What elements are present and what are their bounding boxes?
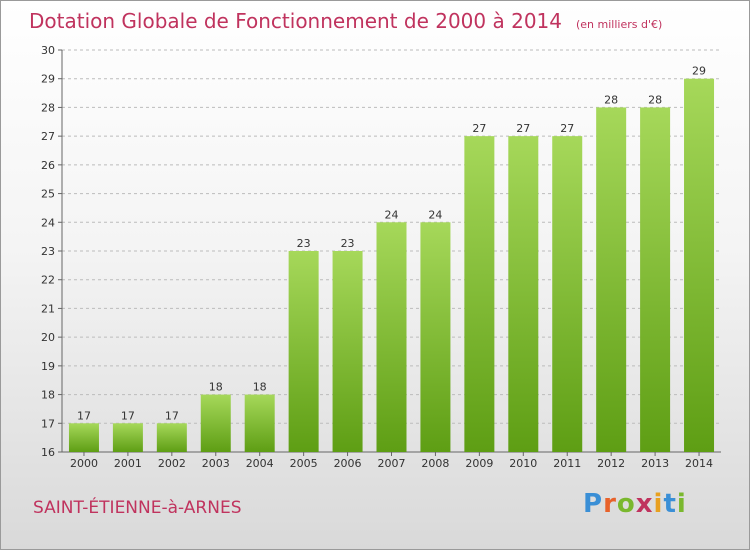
bar-2004 bbox=[244, 394, 275, 452]
y-tick-label: 27 bbox=[41, 130, 55, 143]
logo-letter: P bbox=[583, 489, 604, 519]
x-tick-label-2006: 2006 bbox=[334, 457, 362, 470]
data-label-2004: 18 bbox=[253, 381, 267, 394]
y-tick-label: 18 bbox=[41, 389, 55, 402]
bar-2011 bbox=[552, 136, 583, 452]
bars bbox=[68, 78, 715, 452]
labels: 17 17 17 18 18 23 23 24 24 27 27 27 28 28 29 bbox=[77, 65, 706, 423]
data-label-2002: 17 bbox=[165, 409, 179, 422]
bar-2006 bbox=[332, 251, 363, 452]
data-label-2013: 28 bbox=[648, 93, 662, 106]
y-tick-label: 28 bbox=[41, 101, 55, 114]
logo-letter: i bbox=[676, 489, 687, 519]
bar-2000 bbox=[68, 423, 99, 452]
x-tick-label-2004: 2004 bbox=[246, 457, 274, 470]
proxiti-logo[interactable]: Proxiti bbox=[583, 489, 687, 519]
data-label-2008: 24 bbox=[428, 208, 442, 221]
x-tick-label-2001: 2001 bbox=[114, 457, 142, 470]
y-tick-label: 17 bbox=[41, 417, 55, 430]
bar-2013 bbox=[640, 107, 671, 452]
data-label-2011: 27 bbox=[560, 122, 574, 135]
bar-2012 bbox=[596, 107, 627, 452]
y-tick-label: 23 bbox=[41, 245, 55, 258]
chart-title-text: Dotation Globale de Fonctionnement de 20… bbox=[29, 9, 562, 33]
data-label-2010: 27 bbox=[516, 122, 530, 135]
unit-note: (en milliers d'€) bbox=[576, 18, 663, 31]
y-tick-label: 21 bbox=[41, 302, 55, 315]
logo-letter: o bbox=[616, 489, 636, 519]
bar-2014 bbox=[684, 78, 715, 452]
data-label-2009: 27 bbox=[472, 122, 486, 135]
y-tick-label: 26 bbox=[41, 159, 55, 172]
x-tick-label-2008: 2008 bbox=[421, 457, 449, 470]
data-label-2005: 23 bbox=[297, 237, 311, 250]
y-tick-label: 24 bbox=[41, 216, 55, 229]
data-label-2000: 17 bbox=[77, 409, 91, 422]
logo-letter: r bbox=[603, 489, 617, 519]
data-label-2014: 29 bbox=[692, 65, 706, 78]
y-tick-label: 16 bbox=[41, 446, 55, 459]
y-tick-label: 29 bbox=[41, 73, 55, 86]
x-tick-label-2013: 2013 bbox=[641, 457, 669, 470]
bar-2003 bbox=[200, 394, 231, 452]
bar-2010 bbox=[508, 136, 539, 452]
bar-2008 bbox=[420, 222, 451, 452]
bar-2007 bbox=[376, 222, 407, 452]
x-tick-label-2012: 2012 bbox=[597, 457, 625, 470]
data-label-2012: 28 bbox=[604, 93, 618, 106]
x-tick-label-2003: 2003 bbox=[202, 457, 230, 470]
bar-2002 bbox=[156, 423, 187, 452]
x-tick-label-2002: 2002 bbox=[158, 457, 186, 470]
y-tick-label: 22 bbox=[41, 274, 55, 287]
data-label-2007: 24 bbox=[385, 208, 399, 221]
y-tick-label: 25 bbox=[41, 188, 55, 201]
y-tick-label: 30 bbox=[41, 44, 55, 57]
logo-letter: t bbox=[663, 489, 677, 519]
logo-letter: x bbox=[635, 489, 654, 519]
x-tick-label-2007: 2007 bbox=[378, 457, 406, 470]
x-tick-label-2010: 2010 bbox=[509, 457, 537, 470]
x-tick-label-2014: 2014 bbox=[685, 457, 713, 470]
y-tick-label: 20 bbox=[41, 331, 55, 344]
data-label-2003: 18 bbox=[209, 381, 223, 394]
x-tick-label-2011: 2011 bbox=[553, 457, 581, 470]
bar-2005 bbox=[288, 251, 319, 452]
y-tick-label: 19 bbox=[41, 360, 55, 373]
logo-letter: i bbox=[653, 489, 664, 519]
data-label-2006: 23 bbox=[341, 237, 355, 250]
x-tick-label-2005: 2005 bbox=[290, 457, 318, 470]
x-tick-label-2009: 2009 bbox=[465, 457, 493, 470]
chart-title: Dotation Globale de Fonctionnement de 20… bbox=[29, 9, 662, 33]
bar-2009 bbox=[464, 136, 495, 452]
commune-name: SAINT-ÉTIENNE-à-ARNES bbox=[33, 498, 242, 518]
bar-2001 bbox=[112, 423, 143, 452]
axes: 16 17 18 19 20 21 22 23 24 25 26 27 28 29 30 2000 2001 20… bbox=[41, 44, 721, 470]
data-label-2001: 17 bbox=[121, 409, 135, 422]
x-tick-label-2000: 2000 bbox=[70, 457, 98, 470]
